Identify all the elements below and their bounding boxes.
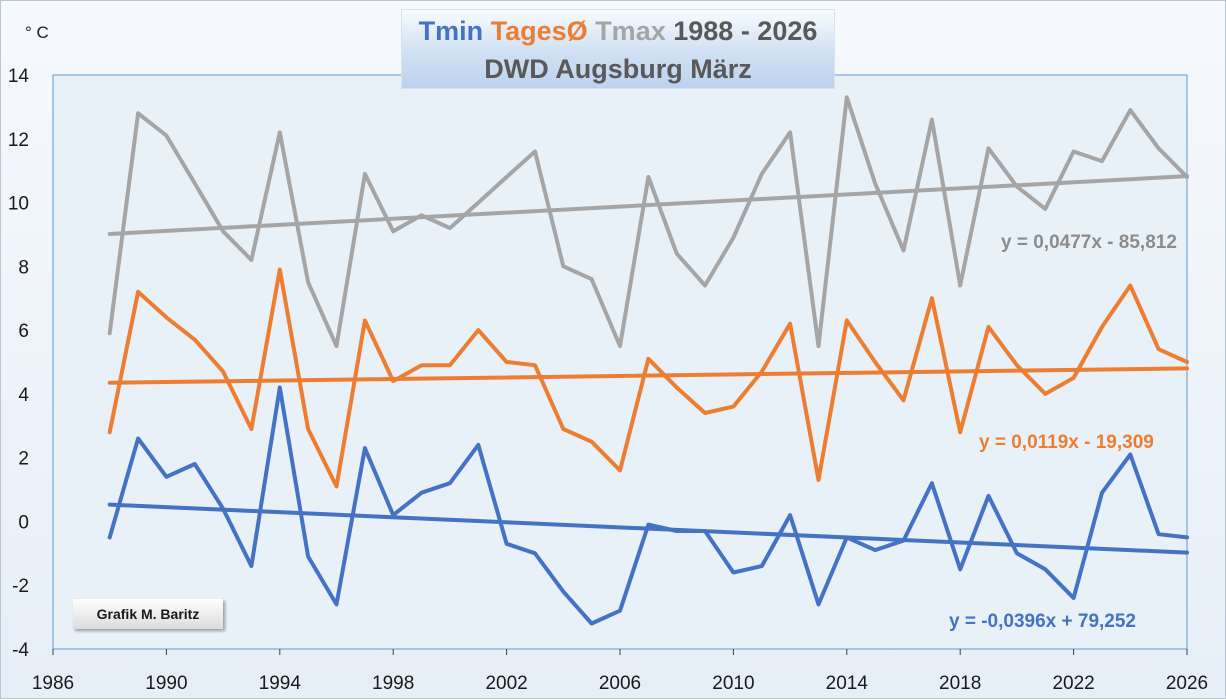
trend-line-tmin: [107, 502, 1189, 555]
trend-label-tmax: y = 0,0477x - 85,812: [1001, 232, 1177, 253]
y-tick-label: 10: [8, 194, 29, 215]
x-tick-label: 2014: [826, 673, 869, 694]
title-tmin: Tmin: [418, 16, 484, 46]
y-tick-label: -4: [12, 640, 29, 661]
chart-title: Tmin TagesØ Tmax 1988 - 2026: [402, 12, 834, 50]
y-tick-label: 2: [18, 449, 29, 470]
series-line-tmax: [107, 95, 1189, 349]
y-tick-label: 4: [18, 385, 29, 406]
y-unit-label: ° C: [25, 23, 49, 42]
plot-area: [52, 74, 1188, 650]
x-tick-label: 2010: [712, 673, 754, 694]
x-tick-label: 2022: [1052, 673, 1094, 694]
x-tick-label: 1994: [259, 673, 302, 694]
x-tick-label: 1990: [145, 673, 187, 694]
x-tick-label: 1998: [372, 673, 414, 694]
trend-label-tmin: y = -0,0396x + 79,252: [949, 611, 1136, 632]
y-tick-label: 8: [18, 257, 29, 278]
trend-line-mean: [107, 366, 1189, 385]
x-tick-label: 2026: [1166, 673, 1208, 694]
trend-label-mean: y = 0,0119x - 19,309: [979, 432, 1154, 453]
credit-label: Grafik M. Baritz: [73, 599, 223, 629]
x-tick-label: 2006: [599, 673, 641, 694]
chart-subtitle: DWD Augsburg März: [484, 54, 752, 84]
y-tick-label: 6: [18, 321, 29, 342]
y-tick-label: -2: [12, 576, 29, 597]
x-tick-label: 2002: [485, 673, 527, 694]
series-line-tmin: [107, 385, 1189, 626]
chart-title-box: Tmin TagesØ Tmax 1988 - 2026 DWD Augsbur…: [401, 9, 835, 89]
title-years: 1988 - 2026: [673, 16, 818, 46]
trend-line-tmax: [107, 174, 1189, 236]
x-tick-label: 1986: [32, 673, 74, 694]
title-tmax: Tmax: [595, 16, 666, 46]
x-tick-label: 2018: [939, 673, 981, 694]
y-tick-label: 0: [18, 512, 29, 533]
y-tick-label: 14: [8, 66, 30, 87]
series-line-mean: [107, 267, 1189, 489]
y-tick-label: 12: [8, 130, 29, 151]
title-mean: TagesØ: [490, 16, 588, 46]
